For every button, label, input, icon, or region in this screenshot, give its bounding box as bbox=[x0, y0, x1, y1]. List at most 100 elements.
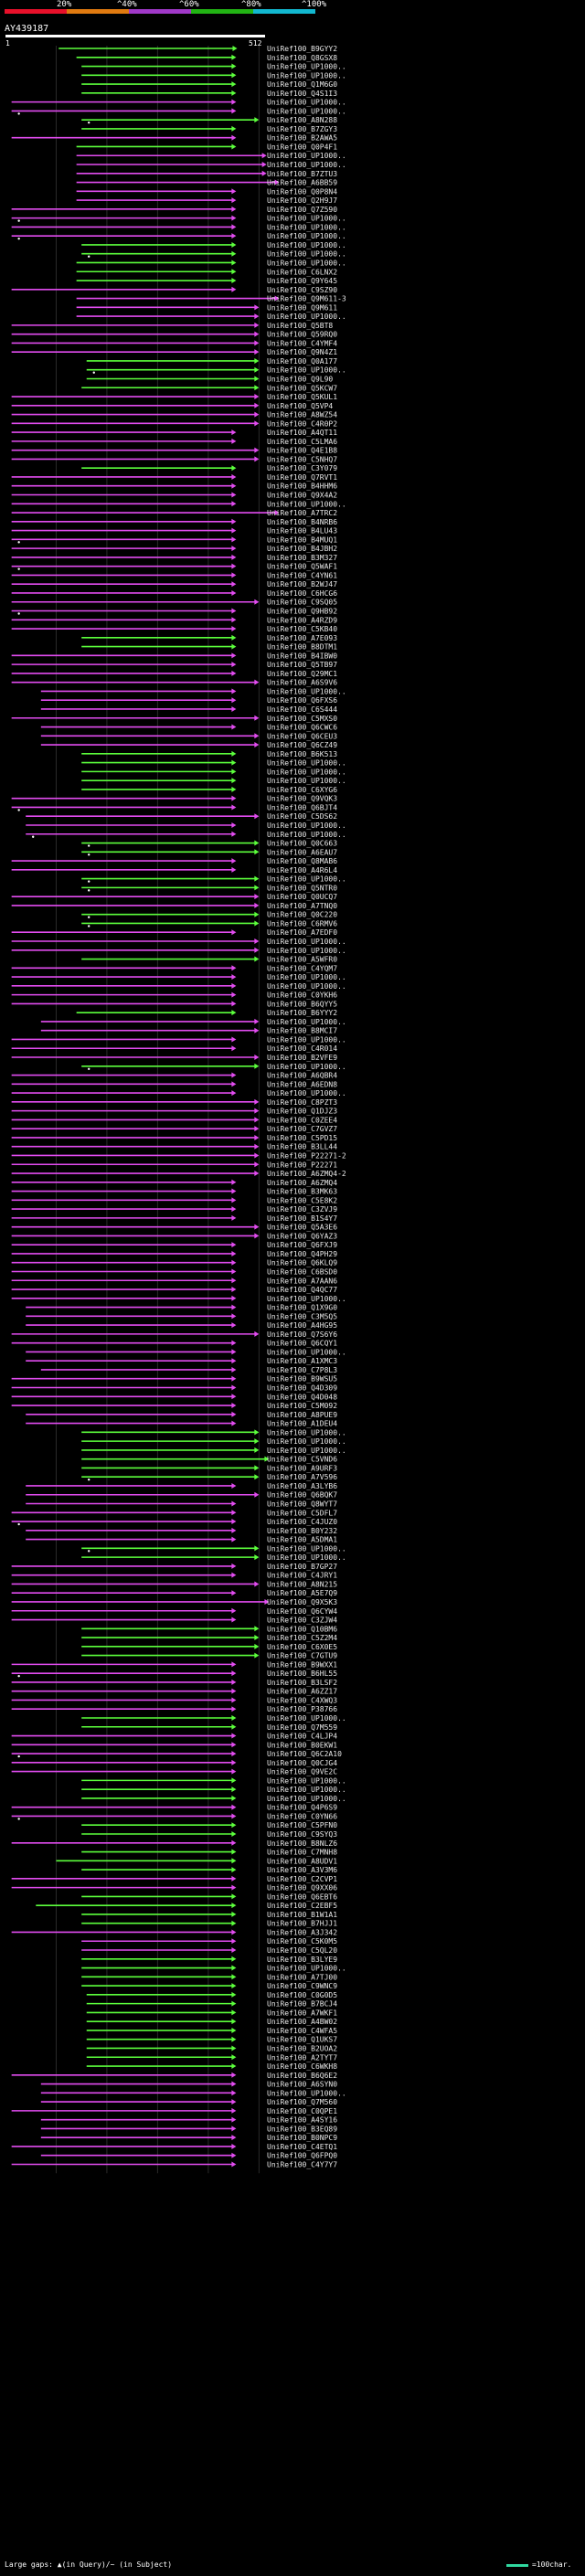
hit-label[interactable]: UniRef100_A7TNQ0 bbox=[267, 902, 337, 910]
hit-row[interactable]: UniRef100_B4NRB6 bbox=[11, 518, 338, 526]
hit-label[interactable]: UniRef100_UP1000.. bbox=[267, 366, 346, 375]
hit-row[interactable]: UniRef100_C5K0M5 bbox=[81, 1937, 337, 1945]
hit-row[interactable]: UniRef100_C4R0P2 bbox=[11, 419, 338, 428]
hit-row[interactable]: UniRef100_C0YKH6 bbox=[11, 991, 338, 1000]
hit-row[interactable]: UniRef100_A4R6L4 bbox=[11, 866, 338, 875]
hit-label[interactable]: UniRef100_A4SY16 bbox=[267, 2116, 337, 2125]
hit-label[interactable]: UniRef100_A5DMA1 bbox=[267, 1536, 337, 1544]
hit-row[interactable]: UniRef100_UP1000.. bbox=[76, 161, 346, 169]
hit-row[interactable]: UniRef100_C4YN61 bbox=[11, 571, 338, 579]
hit-row[interactable]: UniRef100_C6HCG6 bbox=[11, 589, 338, 598]
hit-label[interactable]: UniRef100_B6QYY5 bbox=[267, 1000, 337, 1008]
hit-label[interactable]: UniRef100_Q8WYT7 bbox=[267, 1500, 337, 1509]
hit-row[interactable]: UniRef100_Q5A3E6 bbox=[11, 1224, 338, 1232]
hit-row[interactable]: UniRef100_B7ZGY3 bbox=[81, 125, 337, 133]
hit-row[interactable]: UniRef100_Q7M560 bbox=[40, 2098, 337, 2106]
hit-row[interactable]: UniRef100_C5E8K2 bbox=[11, 1196, 338, 1204]
hit-row[interactable]: UniRef100_A4HG95 bbox=[26, 1321, 337, 1330]
hit-row[interactable]: UniRef100_UP1000.. bbox=[81, 1795, 346, 1803]
hit-row[interactable]: UniRef100_A7AAN6 bbox=[11, 1277, 338, 1285]
hit-row[interactable]: UniRef100_C4JUZ0 bbox=[11, 1518, 338, 1526]
hit-label[interactable]: UniRef100_A2TYT7 bbox=[267, 2053, 337, 2062]
hit-row[interactable]: UniRef100_Q6YAZ3 bbox=[11, 1232, 338, 1240]
hit-row[interactable]: UniRef100_A4BW02 bbox=[86, 2018, 337, 2026]
hit-row[interactable]: UniRef100_C7GTU9 bbox=[81, 1652, 337, 1660]
hit-row[interactable]: UniRef100_Q5BT8 bbox=[11, 322, 334, 330]
hit-label[interactable]: UniRef100_Q6EBT6 bbox=[267, 1892, 337, 1901]
hit-row[interactable]: UniRef100_Q7Z590 bbox=[11, 206, 338, 214]
hit-row[interactable]: UniRef100_B3LSF2 bbox=[11, 1679, 338, 1687]
hit-label[interactable]: UniRef100_C4YQM7 bbox=[267, 964, 337, 972]
hit-label[interactable]: UniRef100_B9WXX1 bbox=[267, 1660, 337, 1669]
hit-label[interactable]: UniRef100_Q59RQ0 bbox=[267, 331, 337, 339]
hit-label[interactable]: UniRef100_C5PD15 bbox=[267, 1134, 337, 1142]
hit-row[interactable]: UniRef100_A5E7Q9 bbox=[11, 1589, 338, 1597]
hit-label[interactable]: UniRef100_C5QL20 bbox=[267, 1946, 337, 1955]
hit-row[interactable]: UniRef100_C0YN66 bbox=[11, 1812, 338, 1820]
hit-label[interactable]: UniRef100_A4BW02 bbox=[267, 2018, 337, 2026]
hit-row[interactable]: UniRef100_Q6CYW4 bbox=[11, 1607, 338, 1616]
hit-label[interactable]: UniRef100_A6SYN0 bbox=[267, 2081, 337, 2089]
hit-row[interactable]: UniRef100_UP1000.. bbox=[81, 241, 346, 249]
hit-row[interactable]: UniRef100_Q0UCQ7 bbox=[11, 893, 338, 901]
hit-row[interactable]: UniRef100_Q4PH29 bbox=[11, 1250, 338, 1258]
hit-label[interactable]: UniRef100_B0EKW1 bbox=[267, 1741, 337, 1749]
hit-row[interactable]: UniRef100_UP1000.. bbox=[11, 973, 346, 981]
hit-label[interactable]: UniRef100_Q9HB92 bbox=[267, 608, 337, 616]
hit-row[interactable]: UniRef100_P22271-2 bbox=[11, 1151, 346, 1160]
hit-label[interactable]: UniRef100_Q6CQY1 bbox=[267, 1340, 337, 1348]
hit-row[interactable]: UniRef100_Q0P4F1 bbox=[76, 143, 338, 151]
hit-row[interactable]: UniRef100_C5PFN0 bbox=[81, 1821, 337, 1829]
hit-row[interactable]: UniRef100_B4JBH2 bbox=[11, 545, 338, 553]
hit-row[interactable]: UniRef100_Q5TB97 bbox=[11, 661, 338, 669]
hit-row[interactable]: UniRef100_C9WNC9 bbox=[81, 1982, 337, 1990]
hit-label[interactable]: UniRef100_C6XYG6 bbox=[267, 786, 337, 794]
hit-row[interactable]: UniRef100_A8PUE9 bbox=[26, 1411, 337, 1419]
hit-label[interactable]: UniRef100_B0NPC9 bbox=[267, 2134, 337, 2142]
hit-label[interactable]: UniRef100_UP1000.. bbox=[267, 232, 346, 240]
hit-label[interactable]: UniRef100_UP1000.. bbox=[267, 63, 346, 71]
hit-label[interactable]: UniRef100_Q5VP4 bbox=[267, 402, 333, 410]
hit-row[interactable]: UniRef100_UP1000.. bbox=[81, 1714, 346, 1723]
hit-row[interactable]: UniRef100_C5DS62 bbox=[26, 812, 337, 821]
hit-label[interactable]: UniRef100_Q6CYW4 bbox=[267, 1607, 337, 1616]
hit-label[interactable]: UniRef100_Q4QC77 bbox=[267, 1286, 337, 1294]
hit-label[interactable]: UniRef100_C0YKH6 bbox=[267, 991, 337, 1000]
hit-label[interactable]: UniRef100_P22271 bbox=[267, 1161, 337, 1169]
hit-row[interactable]: UniRef100_C4WFA5 bbox=[86, 2027, 337, 2035]
hit-label[interactable]: UniRef100_B6YYY2 bbox=[267, 1009, 337, 1017]
hit-label[interactable]: UniRef100_A6QBR4 bbox=[267, 1072, 337, 1080]
hit-row[interactable]: UniRef100_A6QBR4 bbox=[11, 1072, 338, 1080]
hit-label[interactable]: UniRef100_B4MUQ1 bbox=[267, 535, 337, 544]
hit-row[interactable]: UniRef100_Q9X4A2 bbox=[11, 492, 338, 500]
hit-label[interactable]: UniRef100_C4R014 bbox=[267, 1044, 337, 1053]
hit-label[interactable]: UniRef100_A3V3M6 bbox=[267, 1866, 337, 1874]
hit-label[interactable]: UniRef100_Q9X5K3 bbox=[267, 1598, 337, 1606]
hit-row[interactable]: UniRef100_Q0A177 bbox=[86, 357, 337, 366]
hit-row[interactable]: UniRef100_C6WKH8 bbox=[86, 2062, 337, 2071]
hit-row[interactable]: UniRef100_Q9M611 bbox=[76, 303, 338, 312]
hit-row[interactable]: UniRef100_UP1000.. bbox=[26, 1348, 346, 1356]
hit-row[interactable]: UniRef100_Q5VP4 bbox=[11, 402, 334, 410]
hit-label[interactable]: UniRef100_Q1UKS7 bbox=[267, 2036, 337, 2044]
hit-row[interactable]: UniRef100_Q9VQK3 bbox=[11, 795, 338, 803]
hit-label[interactable]: UniRef100_Q6C2A10 bbox=[267, 1750, 342, 1758]
hit-label[interactable]: UniRef100_C8PZT3 bbox=[267, 1098, 337, 1107]
hit-label[interactable]: UniRef100_B7HJJ1 bbox=[267, 1920, 337, 1928]
hit-label[interactable]: UniRef100_B6Q6E2 bbox=[267, 2072, 337, 2080]
hit-label[interactable]: UniRef100_C7GVZ7 bbox=[267, 1125, 337, 1133]
hit-row[interactable]: UniRef100_Q29MC1 bbox=[11, 670, 338, 678]
hit-row[interactable]: UniRef100_UP1000.. bbox=[81, 71, 346, 80]
hit-row[interactable]: UniRef100_A3V3M6 bbox=[81, 1866, 337, 1874]
hit-label[interactable]: UniRef100_Q4D048 bbox=[267, 1393, 337, 1401]
hit-row[interactable]: UniRef100_Q9HB92 bbox=[11, 608, 338, 616]
hit-label[interactable]: UniRef100_B2VFE9 bbox=[267, 1054, 337, 1062]
hit-row[interactable]: UniRef100_Q8WYT7 bbox=[26, 1500, 337, 1509]
hit-row[interactable]: UniRef100_A6EDN8 bbox=[11, 1080, 338, 1088]
hit-row[interactable]: UniRef100_C0ZEE4 bbox=[11, 1116, 338, 1124]
hit-row[interactable]: UniRef100_A8WZ54 bbox=[11, 411, 338, 419]
hit-label[interactable]: UniRef100_B8DTM1 bbox=[267, 643, 337, 652]
hit-row[interactable]: UniRef100_C5DFL7 bbox=[11, 1509, 338, 1517]
hit-label[interactable]: UniRef100_UP1000.. bbox=[267, 822, 346, 830]
hit-row[interactable]: UniRef100_A7EDF0 bbox=[11, 928, 338, 937]
